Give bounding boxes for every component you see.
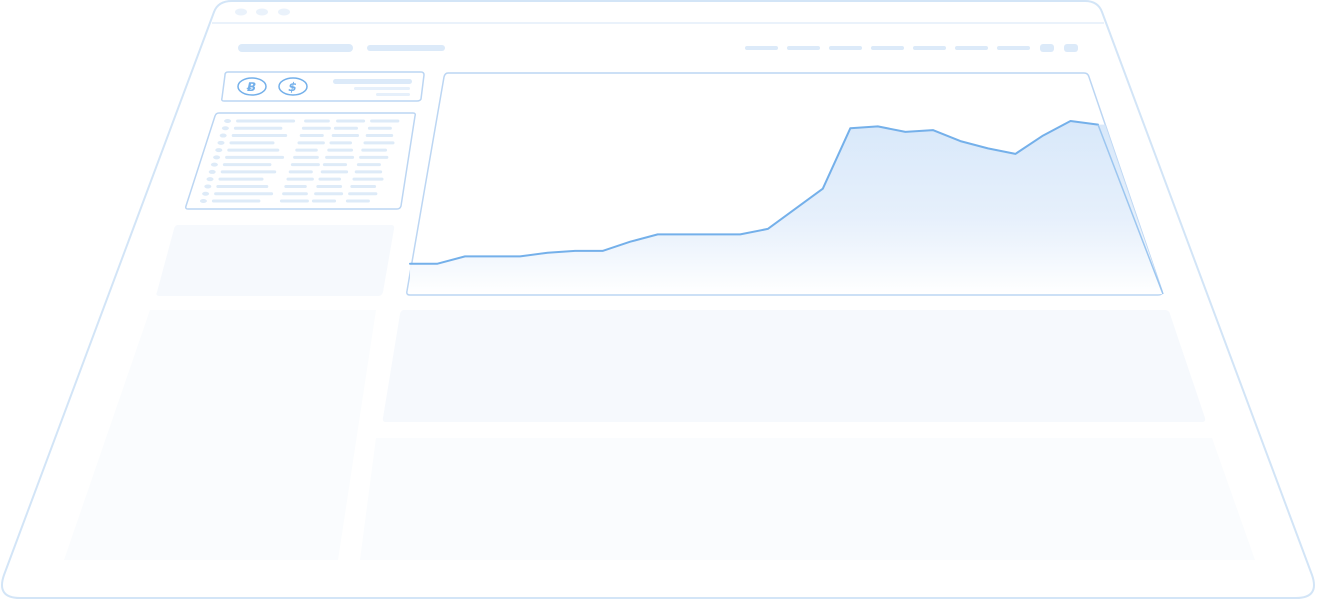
- chart-point: [794, 208, 796, 210]
- dollar-icon[interactable]: $: [278, 77, 308, 96]
- minimize-window-dot[interactable]: [256, 8, 268, 16]
- close-window-dot[interactable]: [235, 8, 247, 16]
- price-chart-card: [406, 72, 1164, 296]
- row-bullet: [206, 177, 214, 182]
- left-ghost-panel: [156, 225, 395, 296]
- chart-point: [739, 233, 741, 235]
- nav-item[interactable]: [955, 46, 988, 50]
- maximize-window-dot[interactable]: [278, 8, 290, 16]
- chart-point: [1069, 120, 1071, 122]
- chart-point: [602, 250, 604, 252]
- chart-point: [574, 250, 576, 252]
- app-header: [238, 44, 1078, 52]
- wallet-card: Ƀ $: [221, 71, 425, 102]
- transaction-row[interactable]: [219, 133, 394, 138]
- chart-point: [822, 188, 824, 190]
- nav-item[interactable]: [787, 46, 820, 50]
- row-bullet: [215, 148, 223, 153]
- chart-point: [1014, 153, 1016, 155]
- app-subtitle-placeholder: [367, 45, 445, 51]
- transaction-row[interactable]: [204, 184, 377, 189]
- nav-item[interactable]: [829, 46, 862, 50]
- row-bullet: [208, 169, 216, 174]
- chart-point: [767, 228, 769, 230]
- chart-point: [904, 131, 906, 133]
- row-bullet: [219, 133, 227, 138]
- chart-point: [492, 255, 494, 257]
- chart-point: [629, 241, 631, 243]
- row-bullet: [204, 184, 212, 189]
- chart-point: [877, 125, 879, 127]
- transaction-row[interactable]: [224, 119, 400, 123]
- chart-point: [657, 233, 659, 235]
- lower-content-panel: [382, 310, 1206, 422]
- transaction-row[interactable]: [202, 191, 378, 196]
- chart-point: [547, 252, 549, 254]
- chart-point: [987, 147, 989, 149]
- row-bullet: [202, 191, 210, 196]
- row-bullet: [221, 126, 229, 131]
- bottom-content-panel: [360, 438, 1255, 560]
- chart-point: [519, 255, 521, 257]
- account-icon[interactable]: [1064, 44, 1078, 52]
- price-line: [409, 120, 1099, 265]
- chart-point: [409, 263, 411, 265]
- left-lower-ghost-panel: [64, 310, 376, 560]
- window-controls[interactable]: [235, 8, 290, 16]
- transaction-row[interactable]: [206, 177, 384, 182]
- row-bullet: [199, 199, 207, 203]
- wallet-detail-placeholder: [376, 93, 410, 96]
- wallet-detail-placeholder: [354, 87, 410, 90]
- transaction-row[interactable]: [213, 155, 389, 160]
- bitcoin-symbol: Ƀ: [245, 80, 257, 94]
- transaction-row[interactable]: [210, 162, 381, 167]
- chart-point: [932, 129, 934, 131]
- chart-point: [464, 255, 466, 257]
- nav-item[interactable]: [745, 46, 778, 50]
- top-nav: [745, 44, 1078, 52]
- chart-point: [849, 127, 851, 129]
- transaction-row[interactable]: [217, 140, 395, 145]
- nav-item[interactable]: [871, 46, 904, 50]
- menu-icon[interactable]: [1040, 44, 1054, 52]
- transactions-card: [185, 112, 416, 210]
- row-bullet: [217, 140, 225, 145]
- chart-point: [684, 233, 686, 235]
- nav-item[interactable]: [913, 46, 946, 50]
- transaction-row[interactable]: [221, 126, 392, 131]
- price-line-edge: [1097, 124, 1164, 295]
- row-bullet: [224, 119, 232, 123]
- wallet-balance-placeholder: [333, 79, 412, 84]
- dollar-symbol: $: [287, 80, 298, 94]
- transaction-rows: [199, 119, 400, 203]
- chart-point: [959, 140, 961, 142]
- app-logo-placeholder[interactable]: [238, 44, 353, 52]
- transaction-row[interactable]: [208, 169, 383, 174]
- row-bullet: [213, 155, 221, 160]
- price-area-fill: [410, 121, 1163, 294]
- transaction-row[interactable]: [215, 148, 388, 153]
- chart-point: [1042, 135, 1044, 137]
- bitcoin-icon[interactable]: Ƀ: [237, 77, 267, 96]
- chart-point: [712, 233, 714, 235]
- chart-point: [437, 263, 439, 265]
- row-bullet: [210, 162, 218, 167]
- transaction-row[interactable]: [199, 199, 370, 203]
- nav-item[interactable]: [997, 46, 1030, 50]
